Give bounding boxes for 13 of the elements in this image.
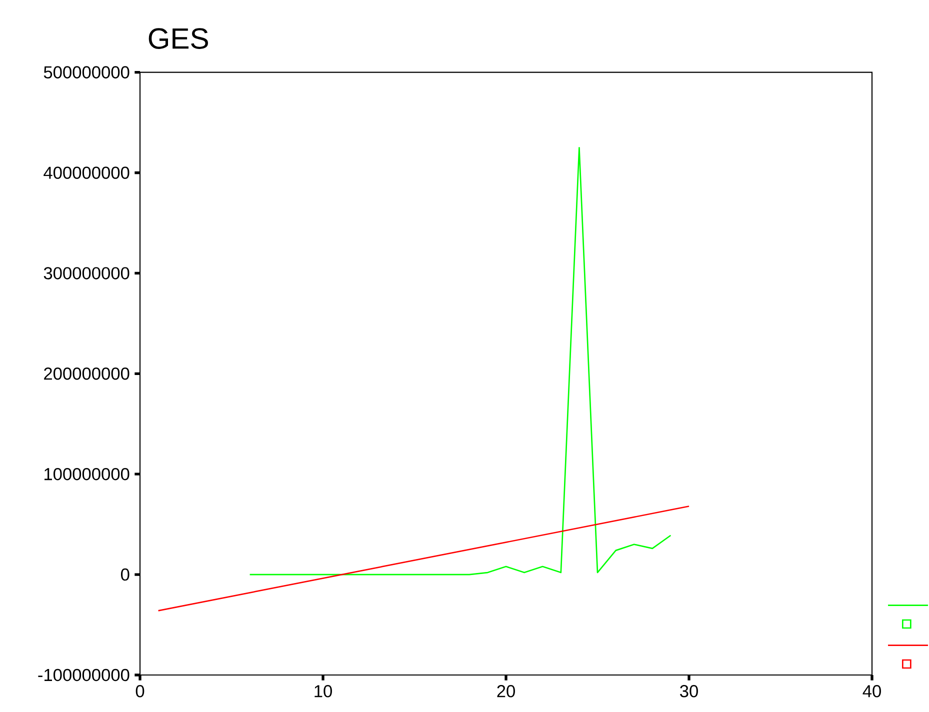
y-tick-label: 100000000 (44, 468, 130, 480)
x-tick-label: 10 (314, 685, 332, 698)
y-tick-label: 300000000 (44, 267, 130, 280)
y-tick-label: 200000000 (44, 368, 130, 380)
chart-title: GES (148, 28, 208, 49)
y-tick-label: -100000000 (38, 668, 130, 682)
x-tick-label: 20 (497, 685, 515, 698)
x-tick-label: 40 (862, 685, 881, 698)
y-tick-label: 500000000 (44, 66, 130, 78)
y-tick-label: 0 (120, 568, 130, 581)
x-tick-label: 30 (680, 685, 698, 698)
x-tick-label: 0 (136, 685, 144, 698)
y-tick-label: 400000000 (44, 166, 130, 179)
